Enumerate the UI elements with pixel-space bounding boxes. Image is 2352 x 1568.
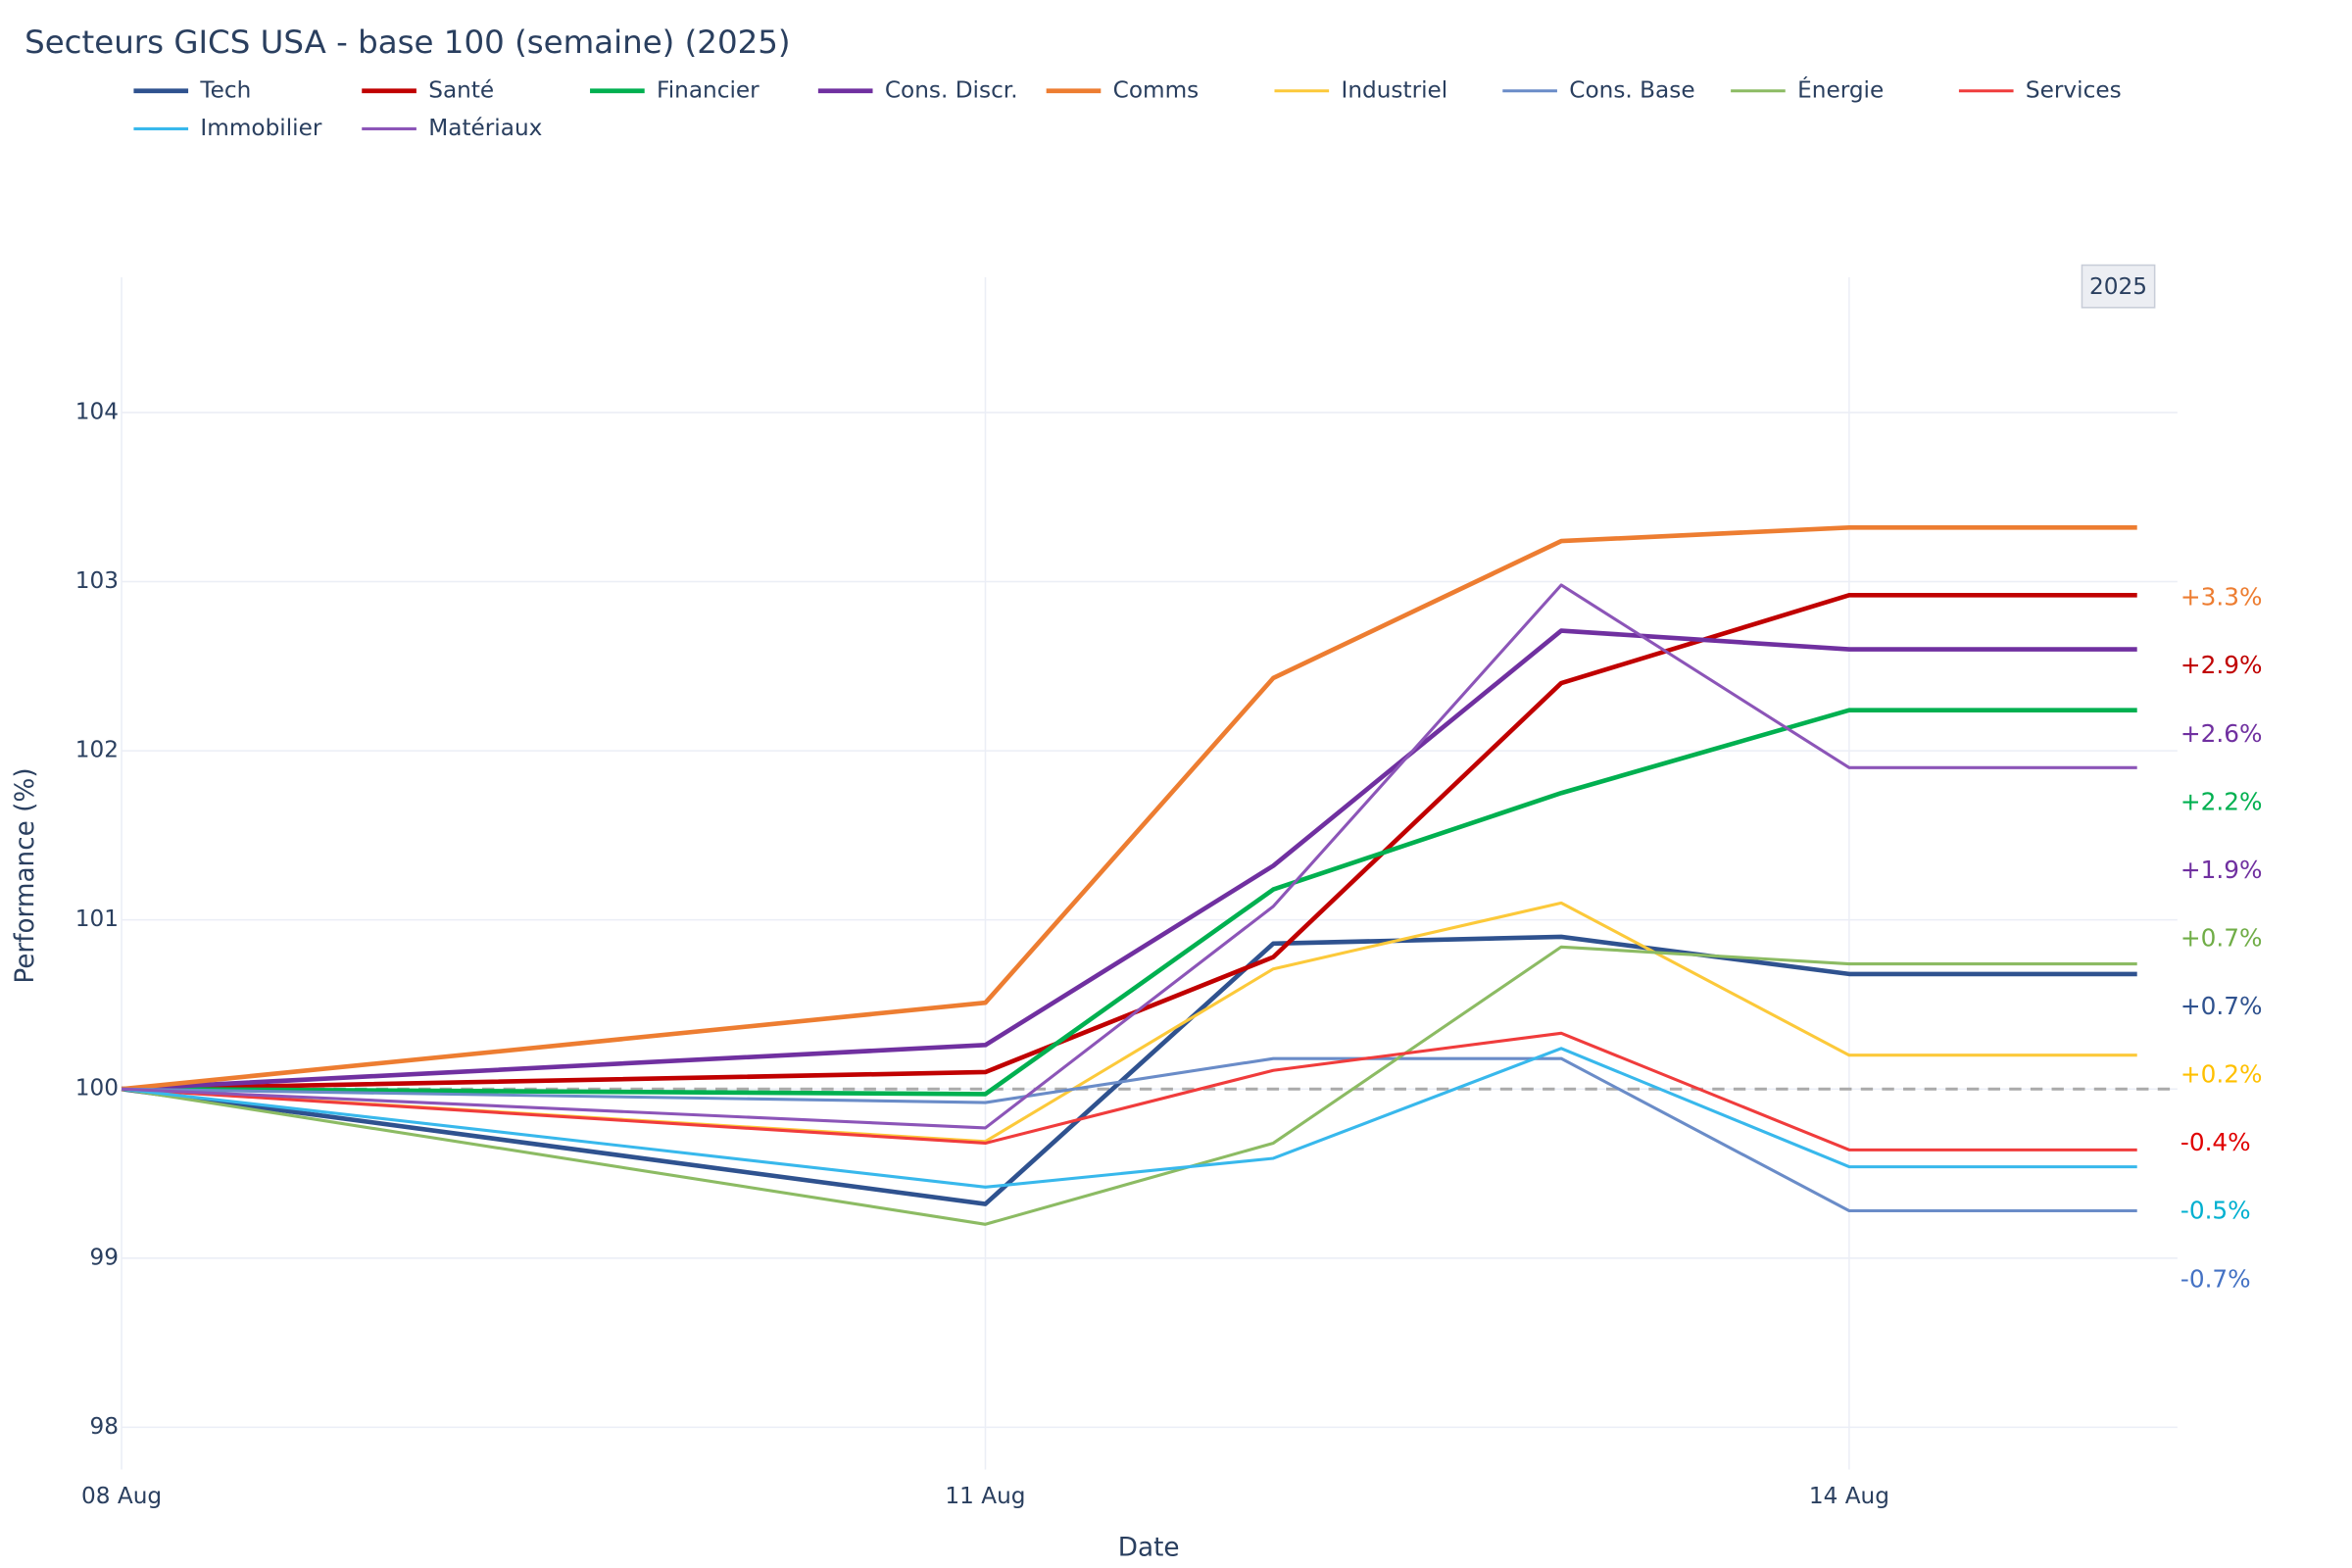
y-tick-label: 101	[75, 906, 119, 932]
end-label: -0.4%	[2180, 1128, 2251, 1156]
end-label: +2.2%	[2180, 787, 2263, 815]
legend-label: Tech	[199, 76, 251, 103]
end-label: +2.6%	[2180, 719, 2263, 748]
y-tick-label: 100	[75, 1075, 119, 1102]
series-line	[121, 583, 2137, 1130]
x-tick-label: 14 Aug	[1809, 1483, 1889, 1509]
y-tick-label: 103	[75, 567, 119, 594]
x-axis-title: Date	[1118, 1533, 1180, 1562]
y-tick-label: 104	[75, 398, 119, 424]
legend-label: Immobilier	[200, 115, 321, 141]
y-axis-title: Performance (%)	[11, 767, 40, 983]
end-label: +1.9%	[2180, 856, 2263, 884]
badge: 2025	[2089, 273, 2147, 300]
end-label: -0.7%	[2180, 1264, 2251, 1293]
x-tick-label: 11 Aug	[945, 1483, 1025, 1509]
legend-label: Comms	[1113, 76, 1200, 103]
legend-label: Santé	[428, 76, 494, 103]
badge-box	[2081, 264, 2156, 309]
series-line	[121, 1031, 2137, 1152]
end-label: +0.2%	[2180, 1060, 2263, 1089]
legend-label: Services	[2026, 76, 2122, 103]
legend-label: Matériaux	[428, 115, 542, 141]
series-line	[122, 1056, 2137, 1213]
legend-label: Financier	[657, 76, 760, 103]
series-line	[121, 628, 2137, 1092]
legend-label: Industriel	[1342, 76, 1448, 103]
series-line	[121, 934, 2137, 1206]
end-label: +3.3%	[2180, 583, 2263, 612]
series-line	[121, 1047, 2137, 1189]
y-tick-label: 98	[89, 1413, 119, 1440]
series-line	[121, 945, 2137, 1226]
end-label: +0.7%	[2180, 992, 2263, 1020]
legend-label: Énergie	[1797, 75, 1884, 103]
series-line	[121, 524, 2137, 1092]
legend-label: Cons. Discr.	[885, 76, 1018, 103]
series-line	[122, 593, 2137, 1092]
y-tick-label: 102	[75, 737, 119, 763]
legend-label: Cons. Base	[1569, 76, 1694, 103]
chart-title: Secteurs GICS USA - base 100 (semaine) (…	[24, 24, 790, 61]
x-tick-label: 08 Aug	[81, 1483, 162, 1509]
end-label: -0.5%	[2180, 1197, 2251, 1225]
end-label: +0.7%	[2180, 923, 2263, 952]
series-line	[122, 708, 2137, 1097]
y-tick-label: 99	[89, 1244, 119, 1270]
end-label: +2.9%	[2180, 651, 2263, 679]
